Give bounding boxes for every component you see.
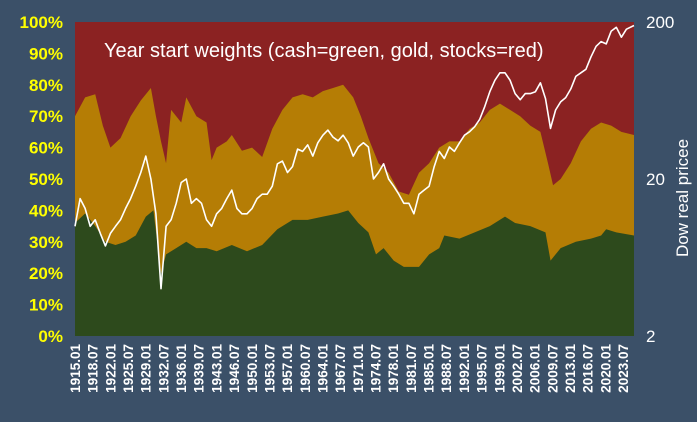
x-tick-label: 1946.07 xyxy=(227,344,242,393)
x-tick-label: 1964.01 xyxy=(315,344,330,393)
cash-area xyxy=(75,210,634,336)
y-tick-label-left: 30% xyxy=(29,233,63,252)
y-tick-label-left: 10% xyxy=(29,296,63,315)
price-line-group xyxy=(74,24,635,290)
x-tick-label: 1957.01 xyxy=(280,344,295,393)
y-tick-label-left: 0% xyxy=(38,327,63,346)
x-tick-label: 2009.07 xyxy=(545,344,560,393)
y-tick-label-left: 60% xyxy=(29,139,63,158)
x-tick-label: 1929.01 xyxy=(139,344,154,393)
x-tick-label: 1985.01 xyxy=(422,344,437,393)
x-tick-label: 2023.07 xyxy=(616,344,631,393)
y-tick-label-left: 20% xyxy=(29,264,63,283)
x-tick-label: 1960.07 xyxy=(298,344,313,393)
x-tick-label: 1981.07 xyxy=(404,344,419,393)
x-tick-label: 2006.01 xyxy=(528,344,543,393)
x-tick-label: 1943.01 xyxy=(209,344,224,393)
x-tick-label: 1974.07 xyxy=(369,344,384,393)
y-tick-label-right: 20 xyxy=(646,170,665,189)
x-tick-label: 1967.07 xyxy=(333,344,348,393)
x-tick-label: 1988.07 xyxy=(439,344,454,393)
y-tick-label-left: 40% xyxy=(29,201,63,220)
x-tick-label: 2016.07 xyxy=(581,344,596,393)
x-tick-label: 1918.07 xyxy=(86,344,101,393)
x-tick-label: 1932.07 xyxy=(156,344,171,393)
y-tick-label-right: 200 xyxy=(646,13,674,32)
x-tick-label: 1939.07 xyxy=(192,344,207,393)
x-tick-label: 2020.01 xyxy=(598,344,613,393)
x-tick-label: 1922.01 xyxy=(103,344,118,393)
y-tick-label-left: 80% xyxy=(29,76,63,95)
x-tick-label: 1995.07 xyxy=(475,344,490,393)
y-tick-label-left: 70% xyxy=(29,107,63,126)
x-tick-label: 1950.01 xyxy=(245,344,260,393)
y-tick-label-left: 90% xyxy=(29,44,63,63)
left-axis-ticks: 0% 10% 20% 30% 40% 50% 60% 70% 80% 90% 100% xyxy=(20,13,63,346)
y-tick-label-left: 100% xyxy=(20,13,63,32)
x-tick-label: 2002.07 xyxy=(510,344,525,393)
x-axis-ticks: 1915.01 1918.07 1922.01 1925.07 1929.01 1932.… xyxy=(68,344,631,393)
y-tick-label-right: 2 xyxy=(646,327,655,346)
y-tick-label-left: 50% xyxy=(29,170,63,189)
x-tick-label: 1925.07 xyxy=(121,344,136,393)
right-axis-ticks: 2 20 200 xyxy=(646,13,674,346)
x-tick-label: 1999.01 xyxy=(492,344,507,393)
x-tick-label: 1915.01 xyxy=(68,344,83,393)
x-tick-label: 1953.07 xyxy=(262,344,277,393)
x-tick-label: 2013.01 xyxy=(563,344,578,393)
x-tick-label: 1936.01 xyxy=(174,344,189,393)
area-layers xyxy=(75,22,634,336)
x-tick-label: 1978.01 xyxy=(386,344,401,393)
right-axis-label: Dow real pricee xyxy=(673,139,692,257)
x-tick-label: 1992.01 xyxy=(457,344,472,393)
chart-title: Year start weights (cash=green, gold, st… xyxy=(104,40,544,62)
x-tick-label: 1971.01 xyxy=(351,344,366,393)
dow-real-price-line xyxy=(74,24,635,290)
